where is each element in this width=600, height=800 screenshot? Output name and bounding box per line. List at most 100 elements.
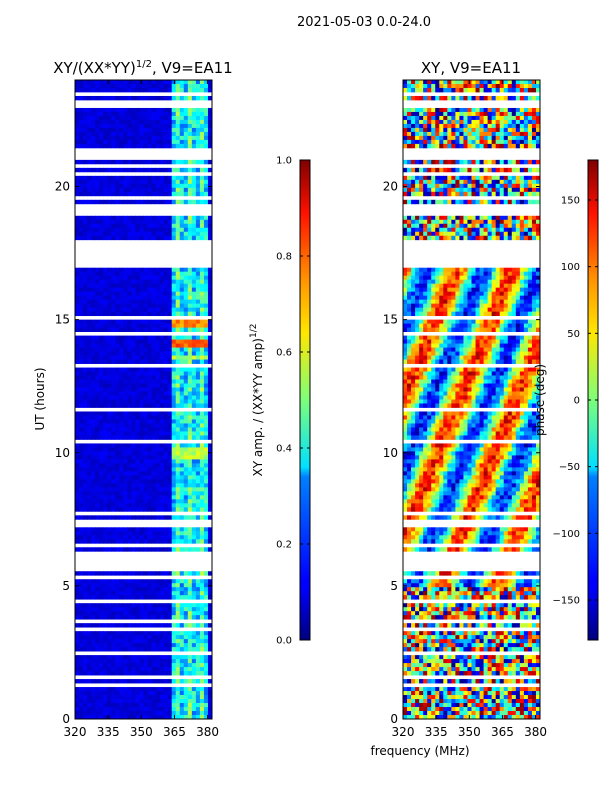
amp-cell	[95, 143, 100, 149]
amp-cell	[163, 507, 169, 512]
amp-cell	[167, 427, 173, 432]
amp-cell	[195, 343, 201, 348]
amp-cell	[119, 343, 124, 348]
amp-cell	[195, 587, 201, 592]
amp-cell	[135, 463, 140, 468]
amp-cell	[191, 143, 197, 149]
phase-cell	[487, 87, 493, 93]
amp-cell	[175, 327, 181, 332]
amp-cell	[95, 463, 100, 468]
phase-cell	[507, 127, 513, 133]
amp-cell	[83, 539, 88, 544]
amp-cell	[191, 671, 197, 676]
amp-cell	[83, 291, 88, 297]
amp-cell	[143, 359, 148, 364]
amp-cell	[75, 631, 80, 636]
amp-cell	[127, 219, 132, 225]
amp-cell	[107, 319, 112, 325]
amp-cell	[119, 635, 124, 640]
phase-cell	[439, 159, 444, 165]
amp-cell	[115, 307, 120, 313]
amp-cell	[207, 643, 213, 648]
amp-cell	[195, 415, 201, 420]
amp-cell	[203, 83, 209, 89]
amp-cell	[139, 615, 144, 620]
amp-cell	[75, 691, 80, 696]
phase-cell	[407, 175, 412, 181]
amp-cell	[199, 607, 205, 612]
amp-cell	[99, 655, 104, 660]
amp-cell	[143, 447, 148, 452]
phase-cell	[471, 131, 476, 137]
amp-cell	[207, 491, 213, 496]
amp-cell	[163, 187, 169, 193]
amp-cell	[91, 319, 96, 325]
amp-cell	[151, 379, 156, 384]
amp-cell	[159, 391, 165, 396]
amp-cell	[87, 295, 92, 301]
amp-cell	[183, 187, 189, 193]
amp-cell	[203, 459, 209, 464]
amp-cell	[115, 699, 120, 704]
amp-cell	[199, 647, 205, 652]
amp-cell	[191, 643, 197, 648]
amp-cell	[135, 167, 140, 173]
phase-cell	[467, 179, 472, 185]
amp-cell	[151, 711, 156, 716]
phase-cell	[447, 199, 452, 205]
amp-cell	[151, 131, 156, 137]
amp-cell	[79, 503, 84, 508]
amp-cell	[115, 383, 120, 388]
phase-cell	[415, 215, 420, 221]
amp-cell	[107, 671, 112, 676]
amp-cell	[135, 435, 140, 440]
amp-cell	[79, 283, 84, 289]
phase-cell	[511, 139, 517, 145]
amp-cell	[195, 571, 201, 576]
amp-cell	[107, 119, 112, 125]
phase-cell	[427, 219, 432, 225]
amp-cell	[163, 379, 169, 384]
amp-cell	[151, 495, 156, 500]
amp-cell	[87, 515, 92, 520]
amp-cell	[107, 527, 112, 532]
amp-cell	[147, 95, 152, 101]
amp-cell	[143, 695, 148, 700]
phase-cell	[487, 111, 493, 117]
amp-cell	[135, 303, 140, 309]
amp-cell	[79, 231, 84, 237]
phase-cell	[527, 139, 533, 145]
amp-cell	[171, 531, 177, 536]
amp-cell	[87, 219, 92, 225]
phase-cell	[503, 179, 509, 185]
amp-cell	[103, 411, 108, 416]
amp-cell	[123, 159, 128, 165]
amp-cell	[179, 615, 185, 620]
amp-cell	[115, 319, 120, 325]
amp-cell	[111, 591, 116, 596]
phase-cell	[411, 95, 416, 101]
amp-cell	[199, 579, 205, 584]
phase-cell	[499, 191, 505, 197]
amp-cell	[111, 447, 116, 452]
amp-cell	[151, 499, 156, 504]
amp-cell	[95, 111, 100, 117]
amp-cell	[95, 655, 100, 660]
amp-cell	[111, 547, 116, 552]
amp-cell	[111, 643, 116, 648]
amp-cell	[127, 539, 132, 544]
amp-cell	[203, 451, 209, 456]
amp-cell	[83, 139, 88, 145]
phase-cell	[523, 215, 529, 221]
phase-cell	[463, 215, 468, 221]
amp-cell	[123, 459, 128, 464]
amp-cell	[87, 655, 92, 660]
amp-cell	[179, 267, 185, 273]
amp-cell	[171, 631, 177, 636]
amp-cell	[175, 383, 181, 388]
amp-cell	[103, 451, 108, 456]
amp-cell	[75, 367, 80, 372]
phase-cell	[467, 115, 472, 121]
amp-cell	[111, 323, 116, 329]
amp-cell	[87, 687, 92, 692]
